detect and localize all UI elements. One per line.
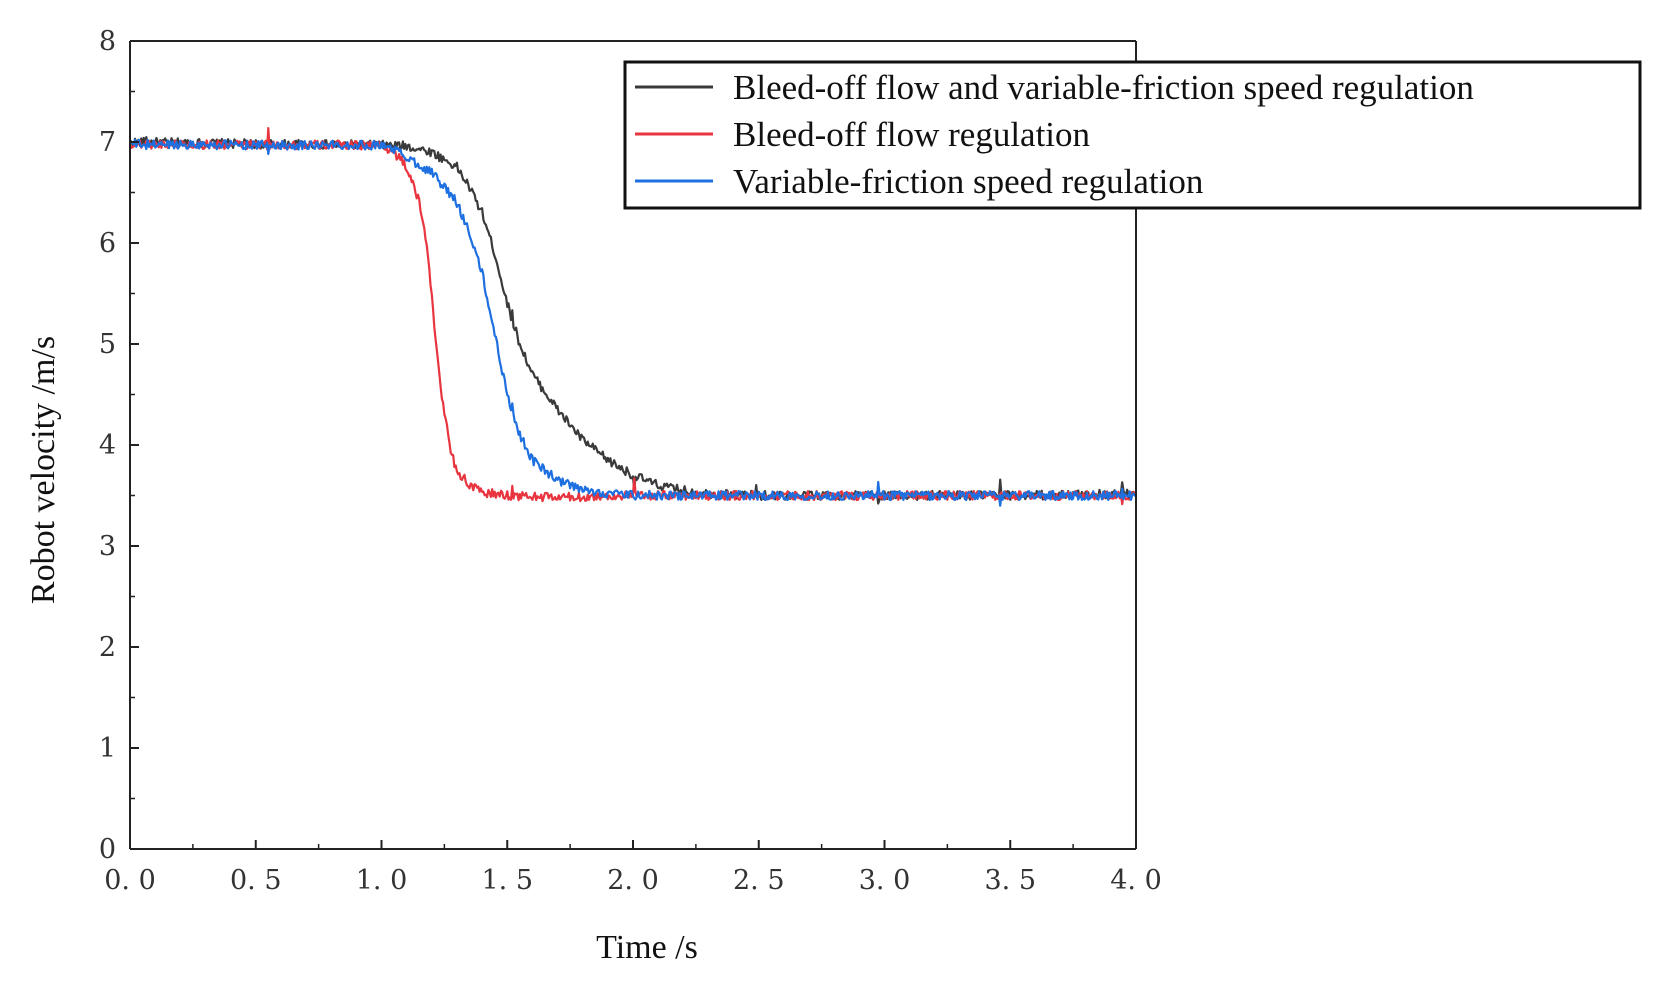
x-tick-label: 3. 0 bbox=[859, 865, 911, 896]
series-line bbox=[129, 138, 1137, 507]
y-tick-label: 2 bbox=[99, 632, 116, 663]
x-axis-title: Time /s bbox=[596, 929, 698, 966]
y-tick-label: 8 bbox=[99, 26, 116, 57]
y-axis-title: Robot velocity /m/s bbox=[25, 336, 62, 604]
x-tick-label: 3. 5 bbox=[984, 865, 1036, 896]
y-tick-label: 4 bbox=[99, 430, 116, 461]
y-tick-label: 5 bbox=[99, 329, 116, 360]
x-tick-label: 2. 0 bbox=[607, 865, 659, 896]
x-tick-label: 0. 0 bbox=[104, 865, 156, 896]
legend-label: Variable-friction speed regulation bbox=[733, 162, 1203, 201]
legend-box bbox=[623, 60, 1642, 210]
x-tick-label: 1. 0 bbox=[356, 865, 408, 896]
y-tick-label: 0 bbox=[99, 834, 116, 865]
y-tick-label: 3 bbox=[99, 531, 116, 562]
y-tick-label: 1 bbox=[99, 733, 116, 764]
y-tick-label: 6 bbox=[99, 228, 116, 259]
y-tick-label: 7 bbox=[99, 127, 116, 158]
x-tick-label: 2. 5 bbox=[733, 865, 785, 896]
series-layer bbox=[128, 127, 1137, 507]
legend-label: Bleed-off flow and variable-friction spe… bbox=[733, 68, 1474, 107]
x-tick-label: 4. 0 bbox=[1110, 865, 1162, 896]
legend-label: Bleed-off flow regulation bbox=[733, 115, 1090, 154]
x-tick-label: 1. 5 bbox=[481, 865, 533, 896]
legend: Bleed-off flow and variable-friction spe… bbox=[623, 60, 1642, 210]
x-tick-label: 0. 5 bbox=[230, 865, 282, 896]
